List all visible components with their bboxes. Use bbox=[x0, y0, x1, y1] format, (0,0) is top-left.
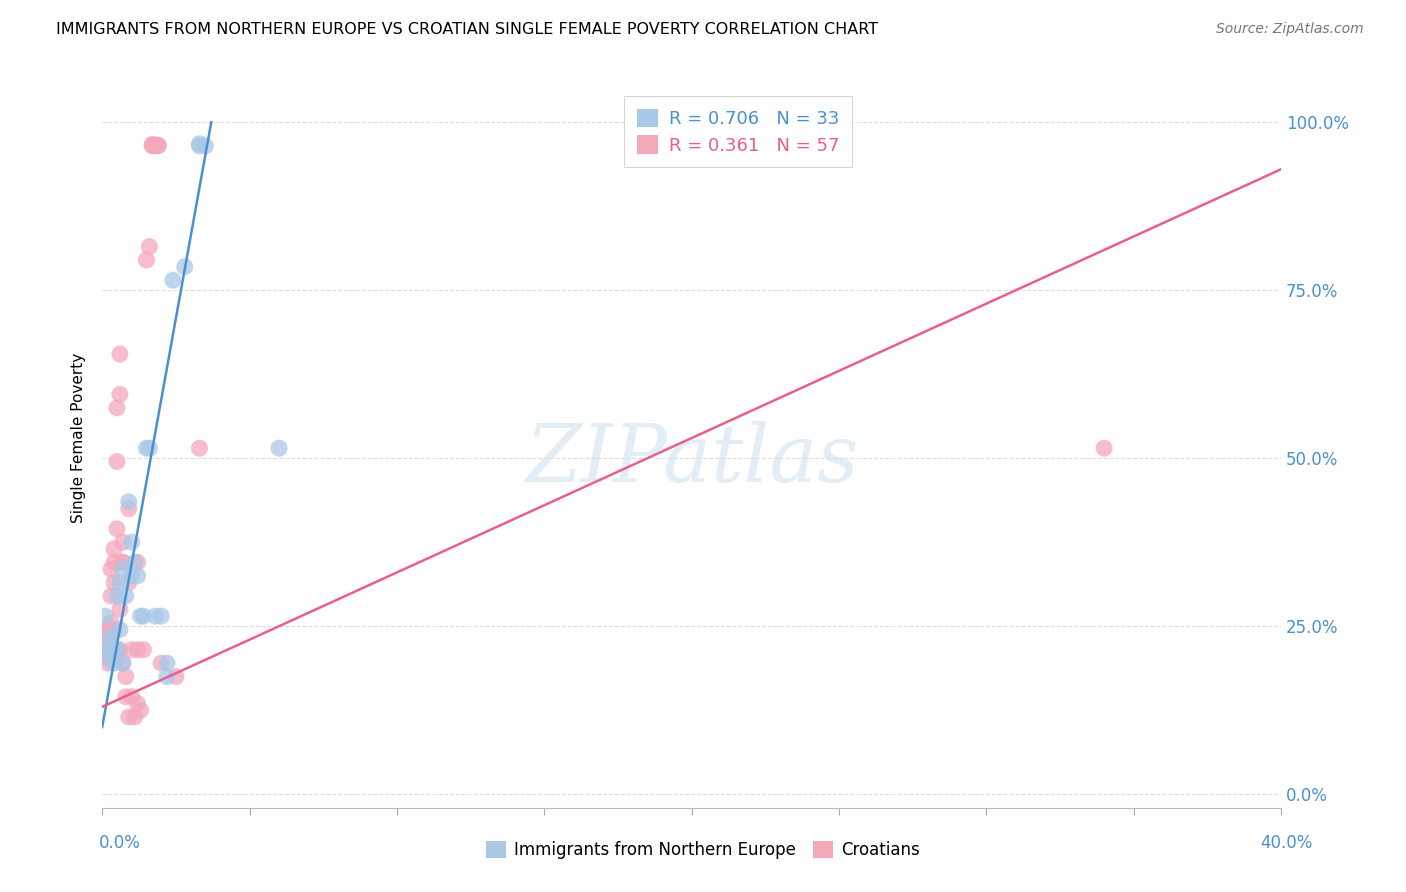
Point bbox=[141, 138, 163, 153]
Point bbox=[114, 670, 136, 684]
Point bbox=[111, 562, 134, 576]
Point bbox=[124, 710, 146, 724]
Text: ZIPatlas: ZIPatlas bbox=[524, 422, 858, 499]
Point bbox=[94, 623, 117, 637]
Point bbox=[121, 569, 143, 583]
Point bbox=[127, 555, 149, 569]
Point bbox=[165, 670, 187, 684]
Point bbox=[150, 609, 173, 624]
Point bbox=[114, 589, 136, 603]
Point bbox=[97, 623, 120, 637]
Point bbox=[94, 609, 117, 624]
Point bbox=[103, 642, 125, 657]
Text: Source: ZipAtlas.com: Source: ZipAtlas.com bbox=[1216, 22, 1364, 37]
Point bbox=[150, 656, 173, 670]
Point bbox=[141, 137, 163, 152]
Point bbox=[100, 589, 122, 603]
Point bbox=[108, 602, 131, 616]
Point bbox=[111, 535, 134, 549]
Point bbox=[118, 575, 141, 590]
Point bbox=[188, 138, 211, 153]
Point bbox=[97, 642, 120, 657]
Point bbox=[108, 347, 131, 361]
Point bbox=[135, 252, 157, 267]
Point bbox=[111, 555, 134, 569]
Point bbox=[1092, 441, 1115, 455]
Point bbox=[105, 454, 128, 468]
Point bbox=[108, 575, 131, 590]
Y-axis label: Single Female Poverty: Single Female Poverty bbox=[72, 353, 86, 524]
Point bbox=[100, 642, 122, 657]
Point bbox=[118, 710, 141, 724]
Point bbox=[121, 642, 143, 657]
Point bbox=[127, 569, 149, 583]
Point bbox=[105, 642, 128, 657]
Point bbox=[103, 623, 125, 637]
Point bbox=[94, 649, 117, 664]
Point bbox=[100, 615, 122, 630]
Point bbox=[156, 670, 179, 684]
Point bbox=[162, 273, 184, 287]
Point bbox=[148, 138, 170, 153]
Point bbox=[267, 441, 290, 455]
Point bbox=[188, 136, 211, 151]
Point bbox=[108, 387, 131, 401]
Text: 40.0%: 40.0% bbox=[1260, 834, 1313, 852]
Point bbox=[97, 649, 120, 664]
Point bbox=[124, 555, 146, 569]
Point bbox=[100, 629, 122, 643]
Point bbox=[100, 623, 122, 637]
Point bbox=[127, 642, 149, 657]
Point bbox=[105, 589, 128, 603]
Point bbox=[94, 636, 117, 650]
Point bbox=[105, 642, 128, 657]
Point bbox=[127, 697, 149, 711]
Point bbox=[103, 541, 125, 556]
Legend: Immigrants from Northern Europe, Croatians: Immigrants from Northern Europe, Croatia… bbox=[478, 833, 928, 868]
Point bbox=[141, 138, 163, 153]
Point bbox=[105, 522, 128, 536]
Point bbox=[138, 239, 160, 253]
Point bbox=[118, 495, 141, 509]
Point bbox=[173, 260, 195, 274]
Point bbox=[121, 690, 143, 704]
Point bbox=[97, 656, 120, 670]
Point bbox=[148, 138, 170, 153]
Point bbox=[100, 636, 122, 650]
Point bbox=[143, 138, 166, 153]
Point bbox=[121, 535, 143, 549]
Point bbox=[129, 703, 152, 717]
Point bbox=[132, 642, 155, 657]
Point bbox=[194, 138, 217, 153]
Point bbox=[103, 575, 125, 590]
Point bbox=[108, 642, 131, 657]
Point bbox=[135, 441, 157, 455]
Text: 0.0%: 0.0% bbox=[98, 834, 141, 852]
Point bbox=[138, 441, 160, 455]
Point bbox=[105, 401, 128, 415]
Point bbox=[111, 555, 134, 569]
Point bbox=[97, 642, 120, 657]
Point bbox=[111, 656, 134, 670]
Point bbox=[129, 609, 152, 624]
Point bbox=[103, 656, 125, 670]
Point bbox=[156, 656, 179, 670]
Point bbox=[143, 609, 166, 624]
Point bbox=[100, 562, 122, 576]
Point bbox=[94, 629, 117, 643]
Point bbox=[103, 555, 125, 569]
Point bbox=[188, 441, 211, 455]
Point bbox=[114, 690, 136, 704]
Point bbox=[97, 642, 120, 657]
Point bbox=[143, 138, 166, 153]
Point bbox=[111, 656, 134, 670]
Legend: R = 0.706   N = 33, R = 0.361   N = 57: R = 0.706 N = 33, R = 0.361 N = 57 bbox=[624, 96, 852, 167]
Point bbox=[132, 609, 155, 624]
Point bbox=[94, 642, 117, 657]
Point bbox=[97, 629, 120, 643]
Point bbox=[108, 623, 131, 637]
Text: IMMIGRANTS FROM NORTHERN EUROPE VS CROATIAN SINGLE FEMALE POVERTY CORRELATION CH: IMMIGRANTS FROM NORTHERN EUROPE VS CROAT… bbox=[56, 22, 879, 37]
Point bbox=[118, 501, 141, 516]
